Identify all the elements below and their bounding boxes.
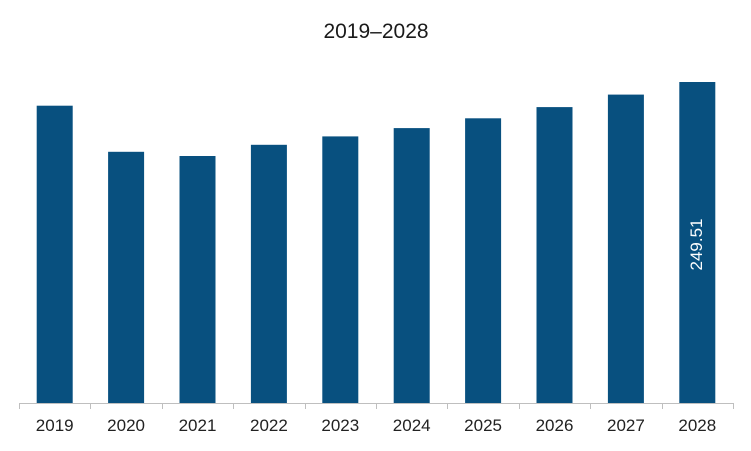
x-tick-label-2021: 2021 [179, 416, 217, 435]
bar-2023 [322, 136, 359, 403]
chart-title: 2019–2028 [323, 20, 428, 43]
bar-2019 [36, 105, 73, 403]
bar-2028 [679, 82, 716, 403]
x-tick-label-2024: 2024 [393, 416, 431, 435]
x-axis-labels: 2019 2020 2021 2022 2023 2024 2025 2026 2027 2028 [36, 416, 716, 435]
data-label-2028: 249.51 [687, 219, 706, 271]
bar-2021 [179, 156, 216, 403]
bar-2020 [108, 151, 145, 403]
x-axis-ticks [19, 403, 734, 409]
x-tick-label-2022: 2022 [250, 416, 288, 435]
bar-2027 [607, 94, 644, 403]
x-tick-label-2026: 2026 [536, 416, 574, 435]
bar-2026 [536, 107, 573, 403]
bars-group [36, 82, 716, 404]
x-tick-label-2027: 2027 [607, 416, 645, 435]
x-tick-label-2023: 2023 [321, 416, 359, 435]
bar-2024 [393, 128, 430, 403]
x-tick-label-2025: 2025 [464, 416, 502, 435]
x-tick-label-2028: 2028 [678, 416, 716, 435]
x-tick-label-2019: 2019 [36, 416, 74, 435]
bar-2022 [250, 144, 287, 404]
x-tick-label-2020: 2020 [107, 416, 145, 435]
bar-2025 [465, 118, 502, 404]
data-labels: 249.51 [687, 219, 706, 271]
